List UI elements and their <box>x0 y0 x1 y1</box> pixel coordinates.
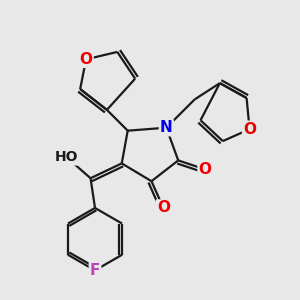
Text: F: F <box>90 263 100 278</box>
Text: N: N <box>160 120 173 135</box>
Text: O: O <box>157 200 170 215</box>
Text: O: O <box>243 122 256 137</box>
Text: HO: HO <box>55 150 79 164</box>
Text: O: O <box>80 52 93 67</box>
Text: O: O <box>199 162 212 177</box>
